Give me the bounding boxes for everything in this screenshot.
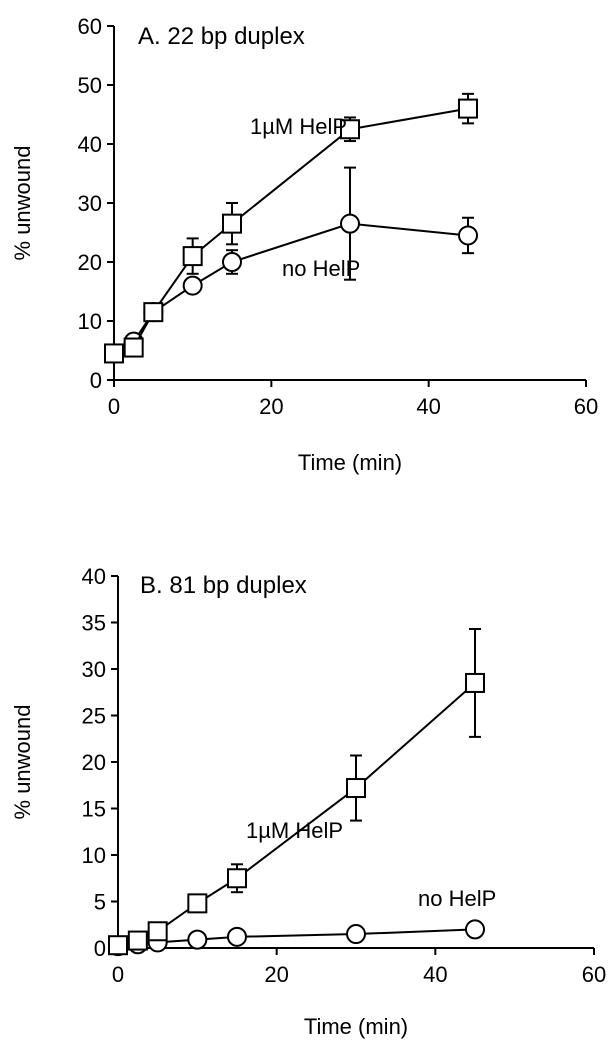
y-tick-label: 10 xyxy=(78,309,102,334)
y-tick-label: 20 xyxy=(78,250,102,275)
data-point-circle xyxy=(346,924,366,945)
y-tick-label: 40 xyxy=(82,564,106,589)
chart-title: B. 81 bp duplex xyxy=(140,572,307,599)
data-point-square xyxy=(465,672,485,693)
y-tick-label: 50 xyxy=(78,73,102,98)
y-tick-label: 35 xyxy=(82,611,106,636)
y-axis-label: % unwound xyxy=(10,705,35,820)
x-tick-label: 60 xyxy=(574,394,598,419)
data-point-square xyxy=(104,343,124,364)
data-point-square xyxy=(346,778,366,799)
data-point-square xyxy=(123,337,144,358)
x-tick-label: 0 xyxy=(112,962,124,987)
series-no-helP: no HelP xyxy=(108,886,496,957)
series-label: no HelP xyxy=(282,256,360,281)
data-point-circle xyxy=(458,225,478,246)
x-tick-label: 20 xyxy=(259,394,283,419)
series-no-helP: no HelP xyxy=(104,166,478,364)
y-tick-label: 0 xyxy=(94,936,106,961)
series-helP-1uM: 1µM HelP xyxy=(108,628,485,956)
y-tick-label: 40 xyxy=(78,132,102,157)
data-point-circle xyxy=(340,213,360,234)
data-point-circle xyxy=(182,275,203,296)
series-label: no HelP xyxy=(418,886,496,911)
x-axis-label: Time (min) xyxy=(298,450,402,475)
data-point-circle xyxy=(222,252,242,272)
data-point-square xyxy=(127,930,148,951)
data-point-square xyxy=(108,935,128,956)
y-tick-label: 5 xyxy=(94,890,106,915)
x-tick-label: 0 xyxy=(108,394,120,419)
y-tick-label: 15 xyxy=(82,797,106,822)
x-tick-label: 40 xyxy=(423,962,447,987)
y-tick-label: 10 xyxy=(82,843,106,868)
data-point-circle xyxy=(465,919,485,940)
y-tick-label: 60 xyxy=(78,14,102,39)
x-tick-label: 40 xyxy=(416,394,440,419)
chart-title: A. 22 bp duplex xyxy=(138,23,305,50)
data-point-circle xyxy=(227,926,247,947)
x-tick-label: 20 xyxy=(264,962,288,987)
data-point-square xyxy=(143,302,164,323)
data-point-square xyxy=(340,119,360,140)
x-tick-label: 60 xyxy=(582,962,606,987)
data-point-square xyxy=(458,98,478,119)
y-tick-label: 0 xyxy=(90,368,102,393)
data-point-square xyxy=(227,868,247,889)
y-axis-label: % unwound xyxy=(10,146,35,261)
data-point-square xyxy=(182,246,203,267)
series-label: 1µM HelP xyxy=(246,818,343,843)
data-point-circle xyxy=(187,929,208,950)
data-point-square xyxy=(222,213,242,234)
y-tick-label: 30 xyxy=(82,657,106,682)
y-tick-label: 20 xyxy=(82,750,106,775)
series-line xyxy=(117,928,476,948)
data-point-square xyxy=(187,893,208,914)
x-axis-label: Time (min) xyxy=(304,1014,408,1039)
data-point-square xyxy=(147,921,168,942)
series-helP-1uM: 1µM HelP xyxy=(104,92,478,364)
chart-panel-b: 0 5 10 15 20 25 30 35 40 0 20 40 60 B. 81 bp duplex Ti… xyxy=(10,564,606,1039)
y-tick-label: 25 xyxy=(82,704,106,729)
series-label: 1µM HelP xyxy=(250,114,347,139)
chart-panel-a: 0 10 20 30 40 50 60 0 20 40 60 A. 22 bp duplex Time … xyxy=(10,14,598,475)
series-line xyxy=(113,222,469,355)
y-tick-label: 30 xyxy=(78,191,102,216)
